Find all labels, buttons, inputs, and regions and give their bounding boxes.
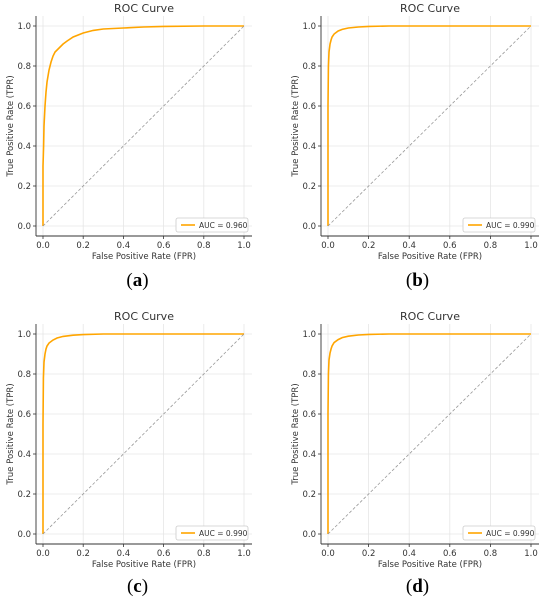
panel-label-a: (a)	[126, 270, 149, 291]
chart-c-y-tick-label-0: 0.0	[17, 530, 31, 540]
roc-chart-a: 0.0 0.2 0.4 0.6 0.8 1.0 0.0 0.2 0.4 0.6 0.8 1.0 ROC …	[6, 2, 252, 262]
roc-panel-d: 0.0 0.2 0.4 0.6 0.8 1.0 0.0 0.2 0.4 0.6 0.8 1.0 ROC …	[285, 308, 550, 612]
chart-c-y-tick-label-2: 0.4	[17, 450, 31, 460]
chart-c-legend-box	[175, 525, 249, 541]
chart-a-y-tick-label-2: 0.4	[17, 142, 31, 152]
chart-c-x-tick-label-1: 0.2	[76, 549, 90, 559]
chart-c-y-tick-label-3: 0.6	[17, 410, 31, 420]
chart-a-y-tick-label-4: 0.8	[17, 62, 31, 72]
chart-d-y-axis-label: True Positive Rate (TPR)	[291, 383, 301, 485]
chart-a-y-tick-label-5: 1.0	[17, 22, 31, 32]
chart-d-title: ROC Curve	[400, 310, 460, 323]
chart-a-y-tick-label-1: 0.2	[17, 182, 31, 192]
chart-d-x-tick-label-3: 0.6	[443, 549, 457, 559]
chart-a-x-axis-label: False Positive Rate (FPR)	[92, 252, 196, 262]
chart-c-x-tick-label-2: 0.4	[117, 549, 131, 559]
panel-label-c: (c)	[126, 576, 149, 597]
panel-label-d: (d)	[405, 576, 430, 597]
chart-b-x-tick-label-1: 0.2	[362, 241, 376, 251]
roc-chart-b: 0.0 0.2 0.4 0.6 0.8 1.0 0.0 0.2 0.4 0.6 0.8 1.0 ROC …	[291, 2, 539, 262]
chart-c-x-axis-label: False Positive Rate (FPR)	[92, 560, 196, 570]
chart-b-x-tick-label-2: 0.4	[402, 241, 416, 251]
chart-b-roc-curve-line	[327, 25, 531, 226]
chart-d-x-tick-label-4: 0.8	[484, 549, 498, 559]
chart-b-y-axis-label: True Positive Rate (TPR)	[291, 75, 301, 177]
chart-c-x-tick-label-4: 0.8	[197, 549, 211, 559]
chart-d-y-tick-label-2: 0.4	[302, 450, 316, 460]
chart-b-title: ROC Curve	[400, 2, 460, 15]
roc-chart-d: 0.0 0.2 0.4 0.6 0.8 1.0 0.0 0.2 0.4 0.6 0.8 1.0 ROC …	[291, 310, 539, 570]
chart-b-y-tick-label-0: 0.0	[302, 222, 316, 232]
chart-a-x-tick-label-5: 1.0	[237, 241, 251, 251]
chart-a-x-tick-label-3: 0.6	[157, 241, 171, 251]
chart-a-title: ROC Curve	[114, 2, 174, 15]
chart-b-legend-box	[462, 217, 536, 233]
chart-d-y-tick-label-0: 0.0	[302, 530, 316, 540]
chart-a-chance-diagonal-line	[42, 25, 245, 227]
chart-d-roc-curve-line	[327, 333, 531, 534]
chart-a-y-tick-label-3: 0.6	[17, 102, 31, 112]
chart-a-roc-curve-line	[42, 25, 244, 226]
chart-a-x-tick-label-2: 0.4	[117, 241, 131, 251]
chart-c-x-tick-label-0: 0.0	[36, 549, 50, 559]
roc-panel-b: 0.0 0.2 0.4 0.6 0.8 1.0 0.0 0.2 0.4 0.6 0.8 1.0 ROC …	[285, 0, 550, 304]
chart-b-y-tick-label-4: 0.8	[302, 62, 316, 72]
panel-label-b: (b)	[405, 270, 430, 291]
chart-b-x-tick-label-0: 0.0	[321, 241, 335, 251]
chart-d-x-tick-label-5: 1.0	[524, 549, 538, 559]
chart-b-y-tick-label-5: 1.0	[302, 22, 316, 32]
chart-d-legend-box	[462, 525, 536, 541]
chart-d-x-axis-label: False Positive Rate (FPR)	[378, 560, 482, 570]
chart-c-x-tick-label-5: 1.0	[237, 549, 251, 559]
chart-a-x-tick-label-0: 0.0	[36, 241, 50, 251]
chart-c-legend-label: AUC = 0.990	[199, 529, 248, 538]
chart-b-y-tick-label-1: 0.2	[302, 182, 316, 192]
chart-b-chance-diagonal-line	[327, 25, 532, 227]
roc-chart-c: 0.0 0.2 0.4 0.6 0.8 1.0 0.0 0.2 0.4 0.6 0.8 1.0 ROC …	[6, 310, 252, 570]
chart-c-y-tick-label-4: 0.8	[17, 370, 31, 380]
roc-panel-a: 0.0 0.2 0.4 0.6 0.8 1.0 0.0 0.2 0.4 0.6 0.8 1.0 ROC …	[0, 0, 275, 304]
chart-a-legend-label: AUC = 0.960	[199, 221, 248, 230]
roc-panel-c: 0.0 0.2 0.4 0.6 0.8 1.0 0.0 0.2 0.4 0.6 0.8 1.0 ROC …	[0, 308, 275, 612]
chart-d-x-tick-label-2: 0.4	[402, 549, 416, 559]
chart-a-y-axis-label: True Positive Rate (TPR)	[6, 75, 16, 177]
chart-b-y-tick-label-3: 0.6	[302, 102, 316, 112]
chart-b-y-tick-label-2: 0.4	[302, 142, 316, 152]
chart-d-y-tick-label-5: 1.0	[302, 330, 316, 340]
chart-c-chance-diagonal-line	[42, 333, 245, 535]
chart-b-x-tick-label-3: 0.6	[443, 241, 457, 251]
chart-b-x-axis-label: False Positive Rate (FPR)	[378, 252, 482, 262]
chart-c-x-tick-label-3: 0.6	[157, 549, 171, 559]
chart-b-x-tick-label-4: 0.8	[484, 241, 498, 251]
chart-c-roc-curve-line	[42, 333, 244, 534]
chart-c-y-tick-label-1: 0.2	[17, 490, 31, 500]
chart-c-y-axis-label: True Positive Rate (TPR)	[6, 383, 16, 485]
chart-a-y-tick-label-0: 0.0	[17, 222, 31, 232]
chart-a-x-tick-label-4: 0.8	[197, 241, 211, 251]
chart-d-x-tick-label-1: 0.2	[362, 549, 376, 559]
chart-d-y-tick-label-4: 0.8	[302, 370, 316, 380]
chart-a-legend-box	[175, 217, 249, 233]
chart-b-legend-label: AUC = 0.990	[486, 221, 535, 230]
chart-d-chance-diagonal-line	[327, 333, 532, 535]
chart-d-legend-label: AUC = 0.990	[486, 529, 535, 538]
chart-d-y-tick-label-3: 0.6	[302, 410, 316, 420]
chart-c-title: ROC Curve	[114, 310, 174, 323]
chart-d-x-tick-label-0: 0.0	[321, 549, 335, 559]
chart-a-x-tick-label-1: 0.2	[76, 241, 90, 251]
chart-c-y-tick-label-5: 1.0	[17, 330, 31, 340]
chart-b-x-tick-label-5: 1.0	[524, 241, 538, 251]
chart-d-y-tick-label-1: 0.2	[302, 490, 316, 500]
